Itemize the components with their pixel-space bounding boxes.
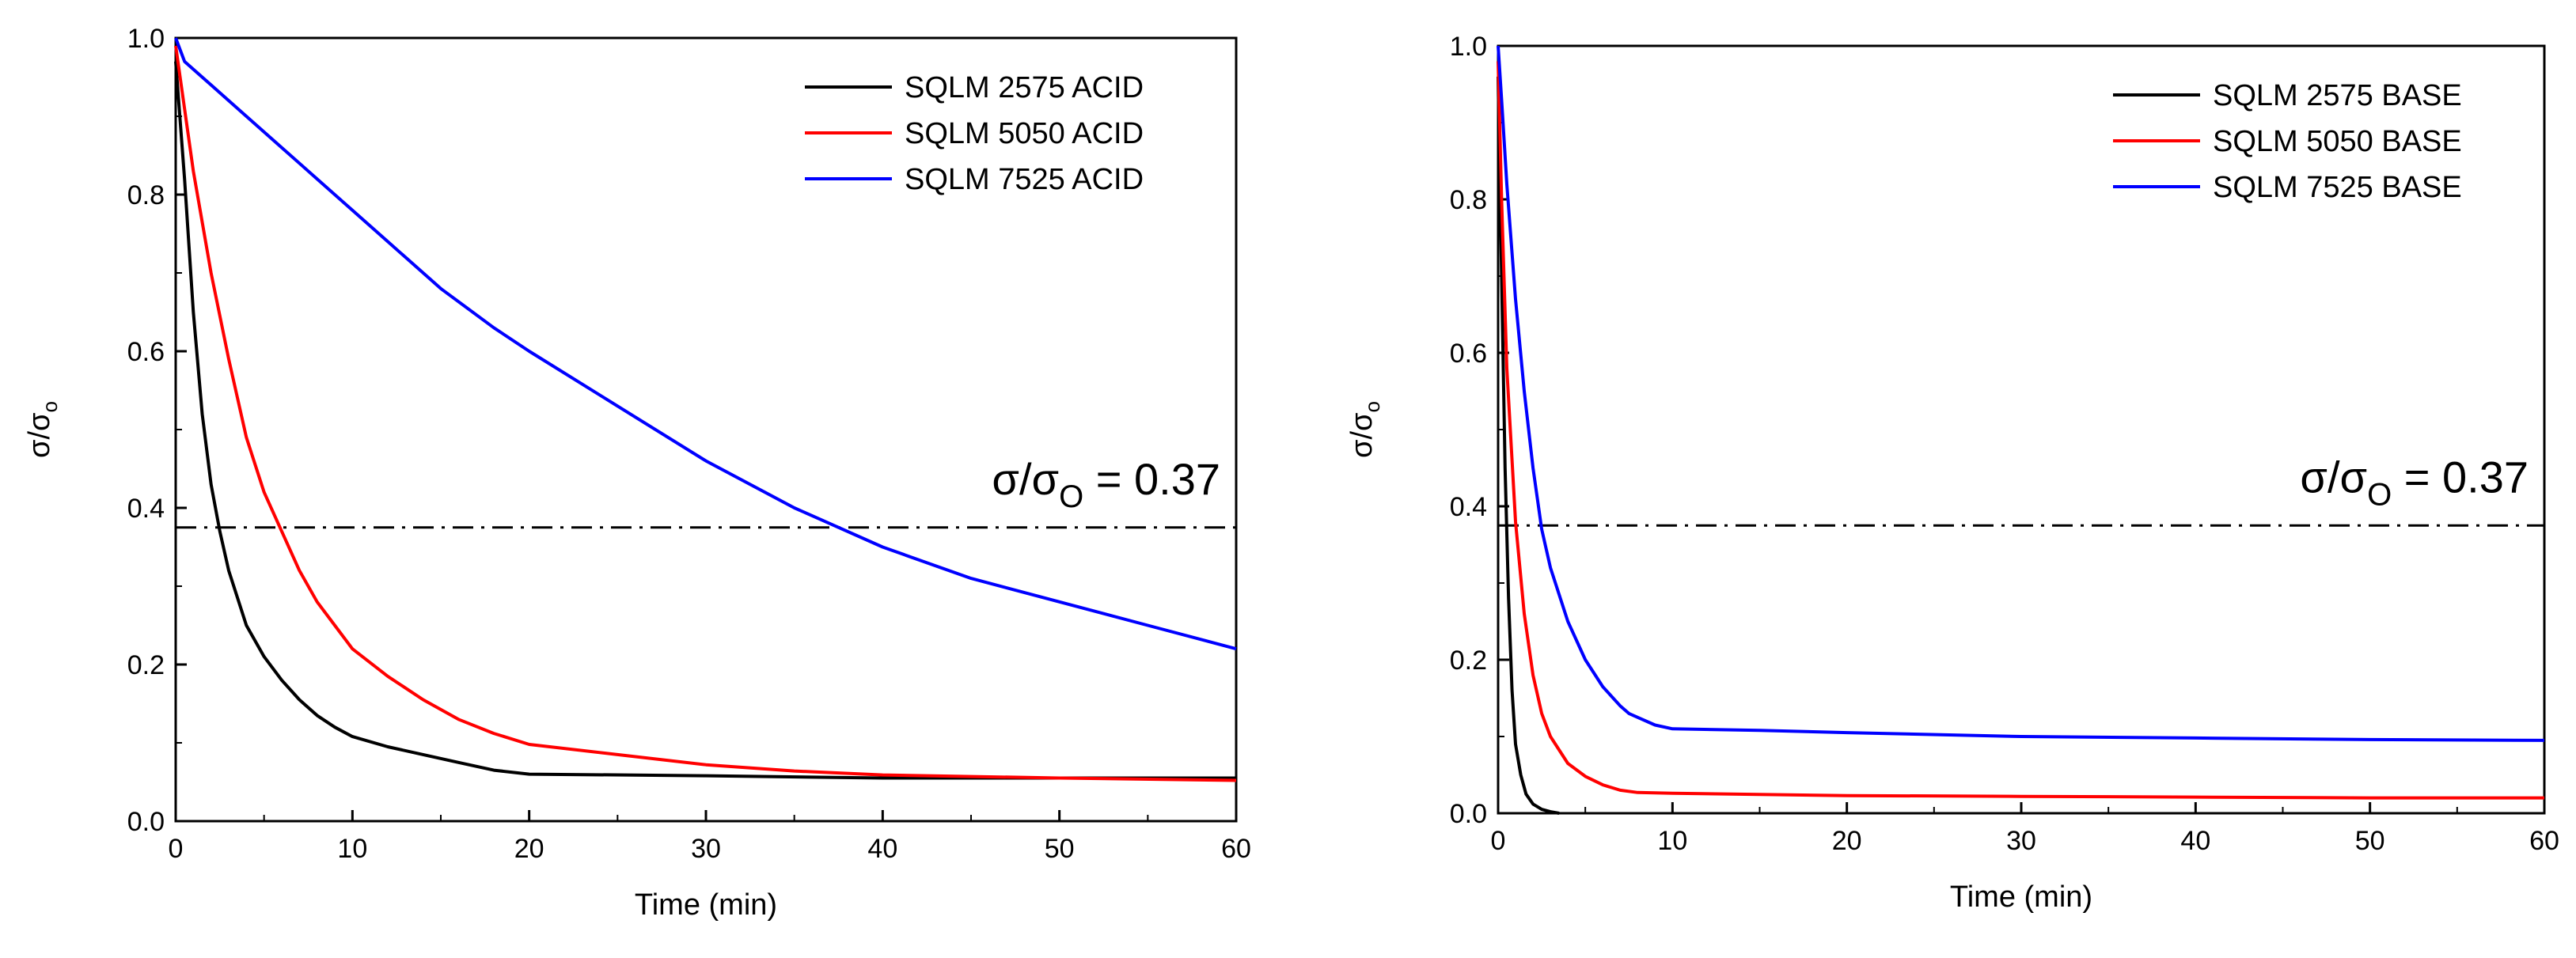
x-tick-label: 20 (514, 834, 544, 864)
legend-label: SQLM 7525 BASE (2213, 171, 2462, 204)
series-line-sqlm-7525-acid (174, 37, 1237, 651)
x-tick-label: 10 (1657, 826, 1687, 856)
legend-label: SQLM 2575 ACID (905, 71, 1144, 104)
x-tick-label: 60 (2529, 826, 2559, 856)
x-tick-label: 60 (1221, 834, 1251, 864)
y-tick-label: 1.0 (1450, 32, 1487, 62)
series-line-sqlm-2575-base (1497, 76, 1560, 815)
x-tick-label: 0 (1491, 826, 1506, 856)
y-axis-title: σ/σo (23, 401, 62, 458)
x-tick-label: 0 (169, 834, 184, 864)
x-tick-label: 20 (1832, 826, 1862, 856)
legend-label: SQLM 7525 ACID (905, 163, 1144, 196)
y-tick-label: 0.2 (127, 650, 165, 680)
threshold-annotation: σ/σO = 0.37 (2300, 452, 2529, 512)
y-axis-title: σ/σo (1345, 401, 1384, 458)
y-tick-label: 0.0 (1450, 799, 1487, 829)
y-tick-label: 0.8 (127, 180, 165, 210)
chart-base: 0 10 20 30 40 50 60 0.0 0.2 0.4 0.6 0.8 1.0 Time (min… (1345, 32, 2559, 914)
series-line-sqlm-5050-acid (174, 45, 1237, 782)
y-tick-label: 0.8 (1450, 185, 1487, 215)
x-tick-label: 50 (1045, 834, 1075, 864)
legend-label: SQLM 5050 BASE (2213, 125, 2462, 158)
x-axis-title: Time (min) (1950, 880, 2092, 914)
x-tick-label: 30 (2006, 826, 2036, 856)
chart-acid: 0 10 20 30 40 50 60 0.0 0.2 0.4 0.6 0.8 1.0 Time (min… (23, 24, 1251, 922)
y-tick-label: 0.4 (127, 494, 165, 524)
y-tick-label: 0.6 (127, 337, 165, 367)
x-tick-label: 30 (691, 834, 721, 864)
y-tick-label: 0.6 (1450, 339, 1487, 369)
y-tick-label: 1.0 (127, 24, 165, 54)
x-tick-label: 40 (867, 834, 897, 864)
series-line-sqlm-5050-base (1497, 61, 2544, 800)
legend-label: SQLM 5050 ACID (905, 117, 1144, 150)
y-tick-label: 0.2 (1450, 646, 1487, 676)
y-tick-label: 0.0 (127, 807, 165, 837)
y-tick-label: 0.4 (1450, 492, 1487, 522)
x-axis-title: Time (min) (635, 888, 777, 922)
plot-frame (1497, 44, 2546, 815)
series-line-sqlm-7525-base (1497, 45, 2545, 742)
threshold-annotation: σ/σO = 0.37 (992, 454, 1220, 514)
series-line-sqlm-2575-acid (174, 61, 1236, 780)
x-tick-label: 50 (2355, 826, 2385, 856)
legend-label: SQLM 2575 BASE (2213, 79, 2462, 112)
x-tick-label: 10 (337, 834, 367, 864)
x-tick-label: 40 (2180, 826, 2210, 856)
plot-frame (174, 36, 1238, 823)
